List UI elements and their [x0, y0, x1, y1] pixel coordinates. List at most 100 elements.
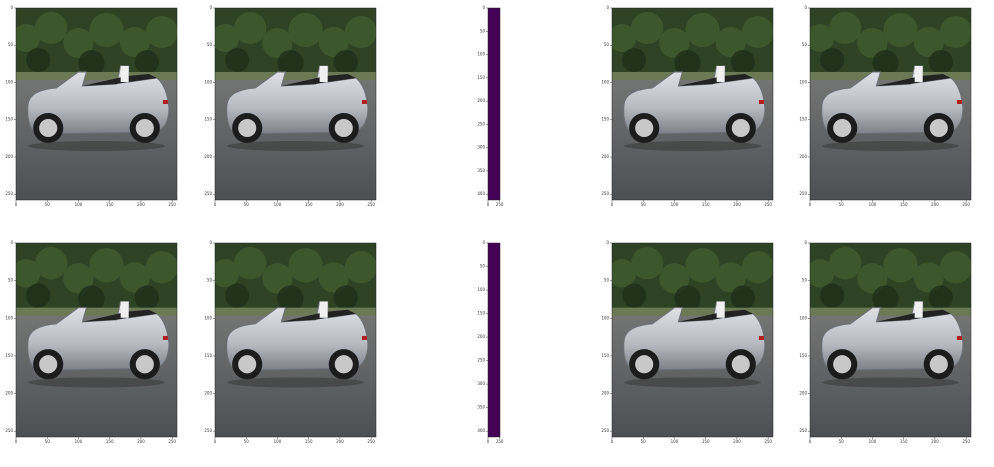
- axes-frame: [15, 7, 178, 201]
- y-tick-label: 50: [207, 42, 213, 47]
- axes-frame: [809, 7, 972, 201]
- y-tick-label: 250: [799, 191, 807, 196]
- x-tick-label: 50: [244, 202, 250, 207]
- y-tick-label: 0: [804, 5, 807, 10]
- y-tick-label: 200: [5, 391, 13, 396]
- x-tick-label: 200: [137, 439, 145, 444]
- y-tick-label: 400: [477, 428, 485, 433]
- y-tick-label: 200: [477, 334, 485, 339]
- x-tick-label: 0: [487, 202, 490, 207]
- y-tick-label: 150: [477, 75, 485, 80]
- x-tick-label: 0: [214, 202, 217, 207]
- y-tick-label: 200: [601, 154, 609, 159]
- x-tick-label: 150: [106, 202, 114, 207]
- axes-frame: [611, 7, 774, 201]
- y-tick-label: 0: [209, 5, 212, 10]
- x-tick-label: 250: [764, 439, 772, 444]
- x-tick-label: 50: [641, 202, 647, 207]
- y-tick-label: 100: [204, 79, 212, 84]
- x-tick-label: 100: [75, 439, 83, 444]
- y-tick-label: 250: [799, 428, 807, 433]
- x-tick-label: 200: [733, 202, 741, 207]
- x-tick-label: 250: [962, 202, 970, 207]
- x-tick-label: 0: [15, 439, 18, 444]
- axes-frame: [214, 242, 377, 438]
- y-tick-label: 0: [10, 5, 13, 10]
- x-tick-label: 50: [45, 439, 51, 444]
- y-tick-label: 50: [8, 278, 14, 283]
- y-tick-label: 100: [5, 79, 13, 84]
- y-tick-label: 150: [799, 117, 807, 122]
- x-tick-label: 100: [274, 202, 282, 207]
- axes-frame: [487, 7, 501, 201]
- y-tick-label: 50: [8, 42, 14, 47]
- y-tick-label: 50: [604, 278, 610, 283]
- x-tick-label: 250: [764, 202, 772, 207]
- y-tick-label: 400: [477, 191, 485, 196]
- x-tick-label: 200: [931, 439, 939, 444]
- x-tick-label: 150: [702, 439, 710, 444]
- axes-frame: [487, 242, 501, 438]
- image: [612, 8, 773, 200]
- y-tick-label: 250: [601, 191, 609, 196]
- x-tick-label: 200: [733, 439, 741, 444]
- y-tick-label: 0: [10, 240, 13, 245]
- y-tick-label: 50: [604, 42, 610, 47]
- y-tick-label: 0: [606, 240, 609, 245]
- x-tick-label: 250: [168, 439, 176, 444]
- image: [810, 243, 971, 437]
- x-tick-label: 150: [305, 439, 313, 444]
- y-tick-label: 200: [799, 391, 807, 396]
- y-tick-label: 150: [204, 353, 212, 358]
- y-tick-label: 250: [5, 191, 13, 196]
- y-tick-label: 100: [601, 315, 609, 320]
- x-tick-label: 150: [106, 439, 114, 444]
- y-tick-label: 350: [477, 405, 485, 410]
- y-tick-label: 150: [601, 117, 609, 122]
- y-tick-label: 150: [601, 353, 609, 358]
- y-tick-label: 150: [477, 311, 485, 316]
- axes-frame: [809, 242, 972, 438]
- y-tick-label: 200: [477, 98, 485, 103]
- y-tick-label: 250: [5, 428, 13, 433]
- x-tick-label: 0: [809, 439, 812, 444]
- x-tick-label: 50: [839, 439, 845, 444]
- y-tick-label: 150: [5, 353, 13, 358]
- y-tick-label: 100: [204, 315, 212, 320]
- y-tick-label: 250: [601, 428, 609, 433]
- y-tick-label: 0: [209, 240, 212, 245]
- y-tick-label: 50: [802, 42, 808, 47]
- x-tick-label: 0: [611, 202, 614, 207]
- x-tick-label: 200: [931, 202, 939, 207]
- y-tick-label: 300: [477, 381, 485, 386]
- x-tick-label: 100: [75, 202, 83, 207]
- y-tick-label: 200: [204, 154, 212, 159]
- y-tick-label: 100: [477, 52, 485, 57]
- y-tick-label: 200: [799, 154, 807, 159]
- y-tick-label: 50: [207, 278, 213, 283]
- x-tick-label: 0: [214, 439, 217, 444]
- axes-frame: [611, 242, 774, 438]
- y-tick-label: 100: [799, 79, 807, 84]
- y-tick-label: 150: [204, 117, 212, 122]
- x-tick-label: 50: [641, 439, 647, 444]
- y-tick-label: 0: [482, 240, 485, 245]
- y-tick-label: 50: [802, 278, 808, 283]
- x-tick-label: 50: [45, 202, 51, 207]
- x-tick-label: 0: [611, 439, 614, 444]
- y-tick-label: 100: [477, 287, 485, 292]
- image: [16, 243, 177, 437]
- image: [810, 8, 971, 200]
- y-tick-label: 250: [477, 121, 485, 126]
- y-tick-label: 0: [482, 5, 485, 10]
- x-tick-label: 100: [869, 439, 877, 444]
- axes-frame: [15, 242, 178, 438]
- y-tick-label: 250: [204, 428, 212, 433]
- y-tick-label: 100: [601, 79, 609, 84]
- x-tick-label: 250: [496, 202, 504, 207]
- x-tick-label: 0: [487, 439, 490, 444]
- x-tick-label: 250: [367, 439, 375, 444]
- x-tick-label: 100: [671, 439, 679, 444]
- y-tick-label: 150: [799, 353, 807, 358]
